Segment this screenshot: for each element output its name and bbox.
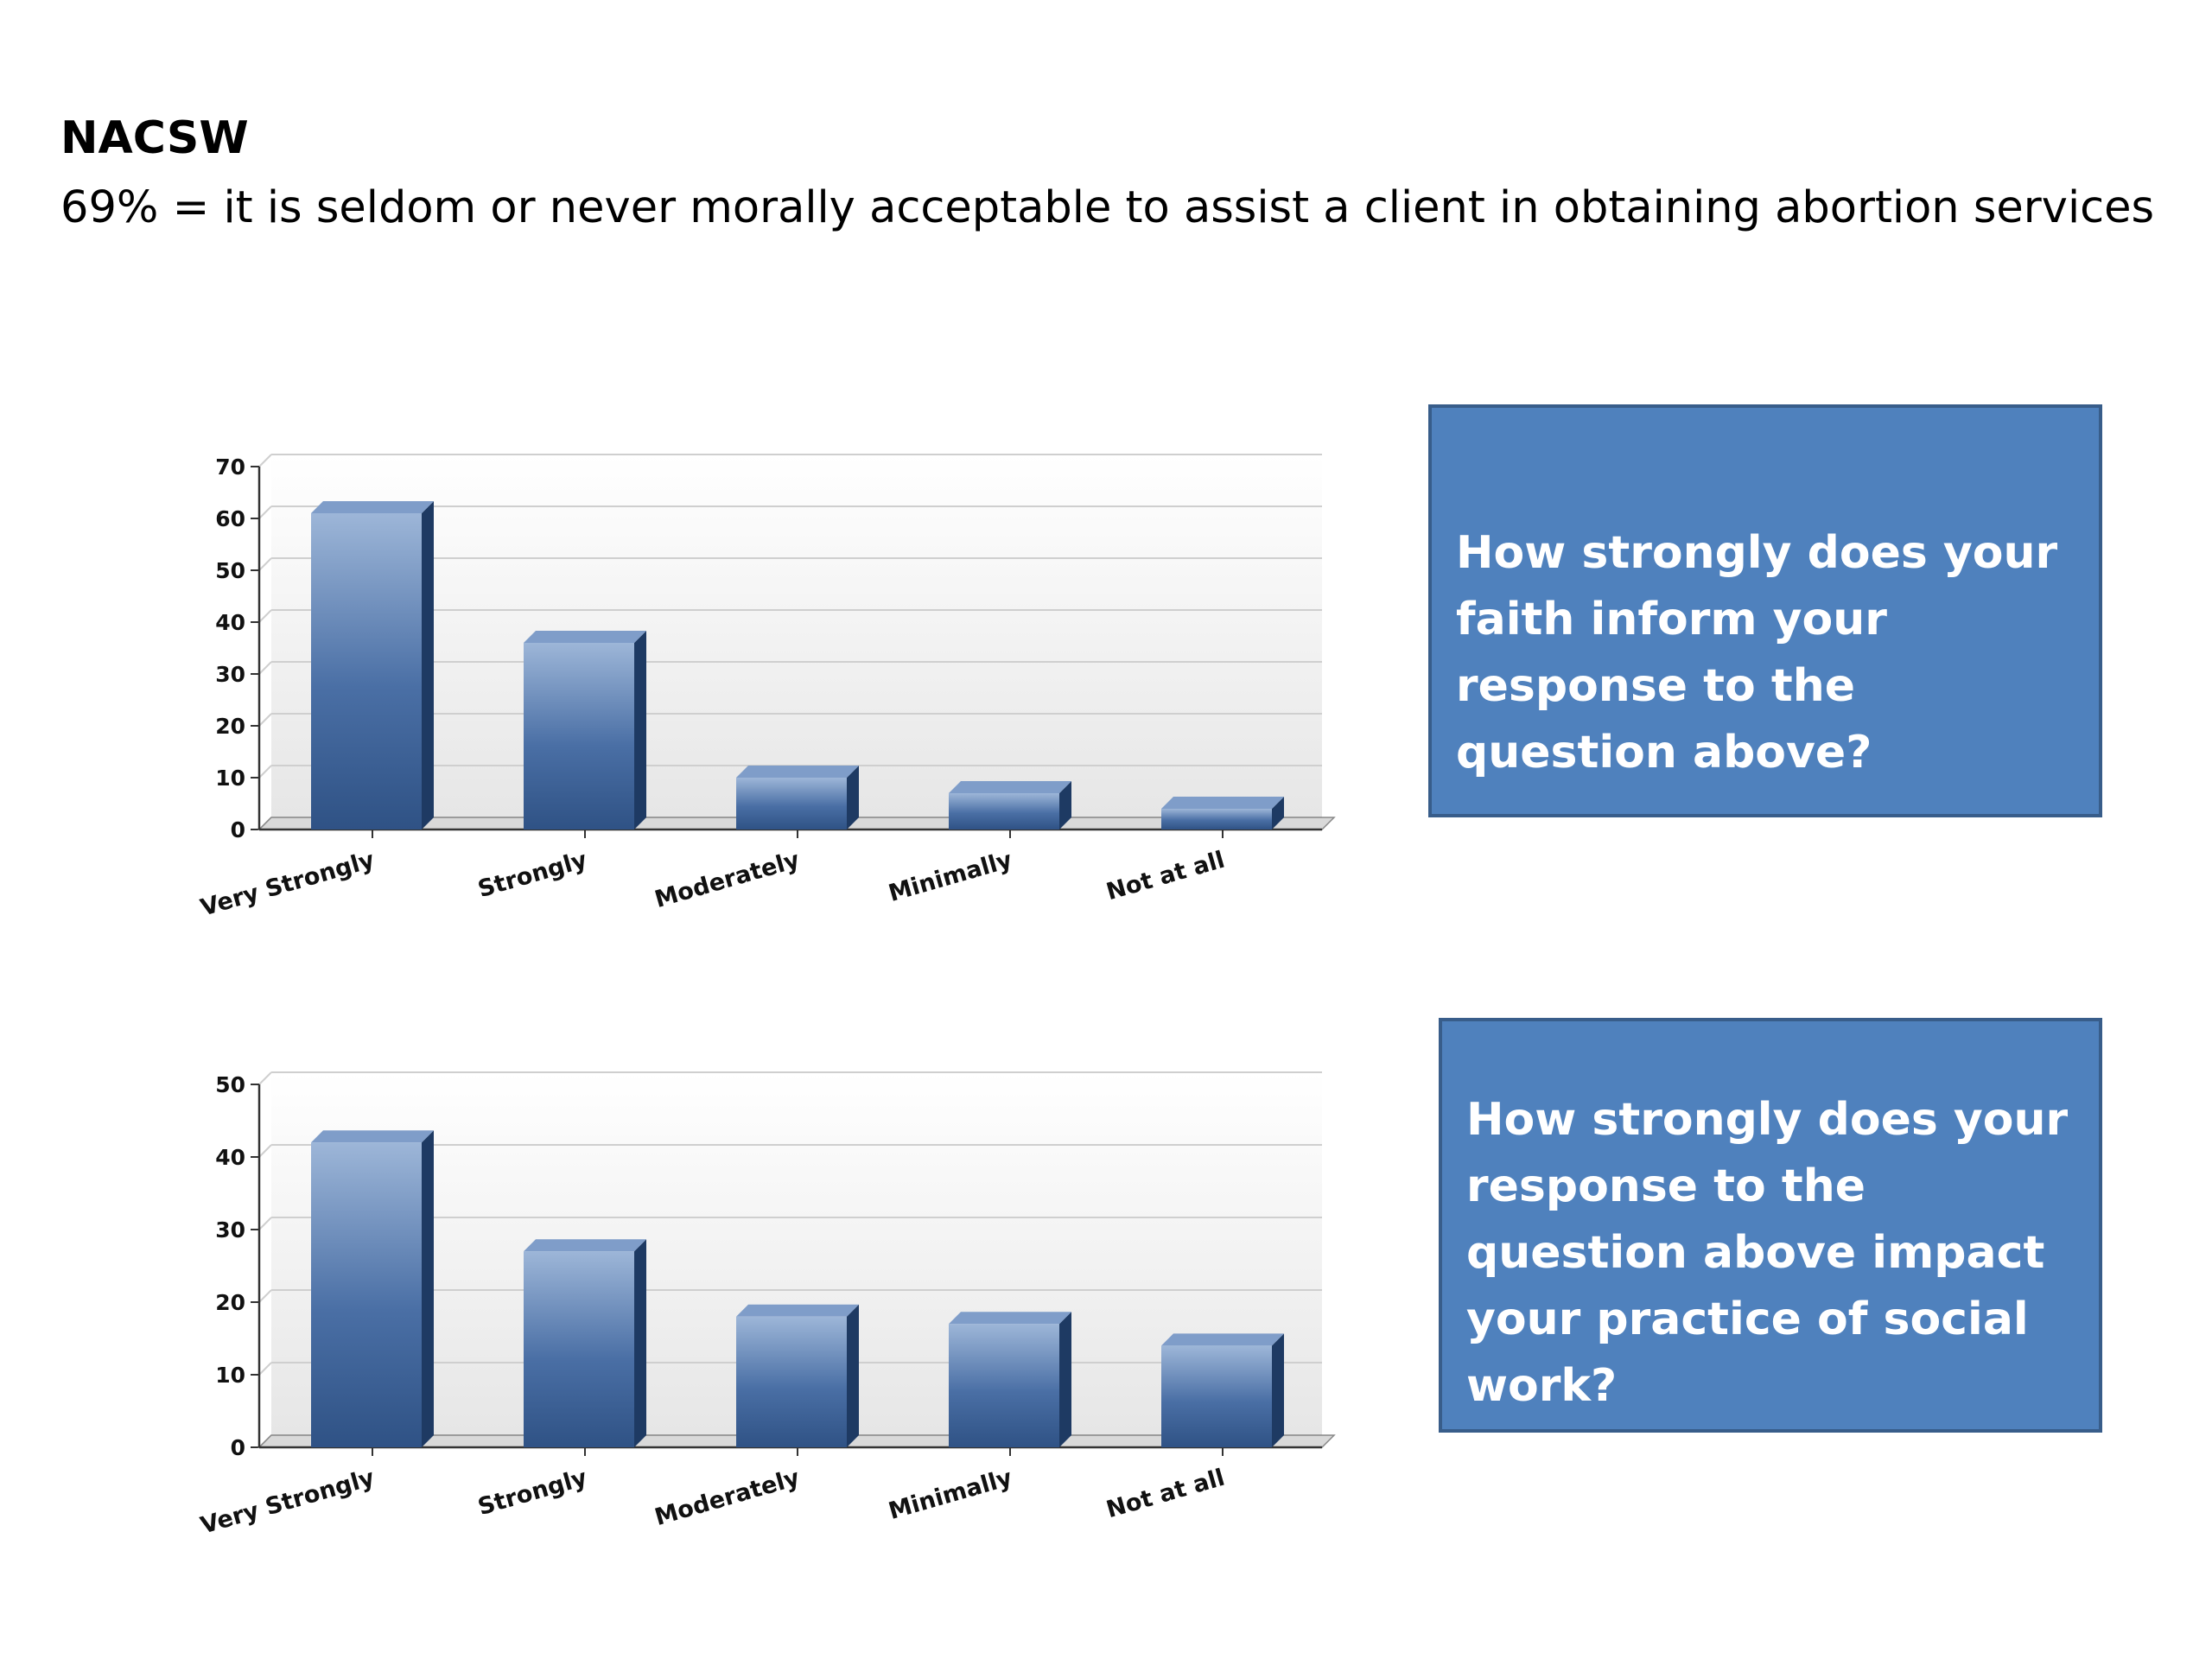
gridline-depth: [258, 1144, 272, 1158]
x-category-label: Not at all: [1103, 1465, 1228, 1524]
gridline-depth: [258, 1362, 272, 1376]
bar: [311, 501, 434, 830]
y-tick-label: 20: [215, 714, 245, 739]
bar: [736, 766, 859, 830]
bar: [311, 1130, 434, 1447]
y-tick-label: 0: [231, 1435, 245, 1460]
x-category-label: Moderately: [652, 847, 803, 914]
faith-inform-bar-chart: 0 10 20 30 40 50 60 70 Very Strongly Strongly Mode…: [198, 454, 1336, 922]
x-category-label: Very Strongly: [198, 847, 378, 922]
plot-background: [271, 454, 1322, 817]
y-tick-label: 60: [215, 506, 245, 531]
gridline-depth: [258, 557, 272, 571]
x-category-label: Very Strongly: [198, 1465, 378, 1540]
y-tick-label: 20: [215, 1290, 245, 1315]
gridline-depth: [258, 609, 272, 623]
bar: [524, 1239, 646, 1447]
page-subtitle: 69% = it is seldom or never morally acce…: [60, 182, 2155, 233]
bar: [524, 631, 646, 830]
gridline-depth: [258, 505, 272, 519]
y-tick-label: 0: [231, 817, 245, 842]
question-text-faith: How strongly does your faith inform your…: [1456, 527, 2058, 779]
x-category-label: Strongly: [475, 1465, 591, 1522]
x-category-label: Minimally: [886, 847, 1015, 907]
gridline-depth: [258, 1289, 272, 1303]
bar: [1161, 1333, 1284, 1447]
y-tick-label: 50: [215, 558, 245, 583]
gridline-depth: [258, 1071, 272, 1085]
y-tick-label: 10: [215, 1363, 245, 1388]
gridline-depth: [258, 713, 272, 727]
y-tick-label: 50: [215, 1072, 245, 1097]
y-tick-label: 40: [215, 1145, 245, 1170]
gridline-depth: [258, 661, 272, 675]
question-box-faith: How strongly does your faith inform your…: [1428, 404, 2102, 817]
bar: [736, 1304, 859, 1447]
bar: [949, 781, 1071, 830]
question-box-practice: How strongly does your response to the q…: [1439, 1018, 2102, 1433]
practice-impact-bar-chart: 0 10 20 30 40 50 Very Strongly Strongly Moderate…: [198, 1071, 1336, 1540]
x-category-label: Moderately: [652, 1465, 803, 1532]
gridline-depth: [258, 454, 272, 467]
bar: [1161, 797, 1284, 830]
y-tick-label: 30: [215, 1217, 245, 1243]
x-category-label: Not at all: [1103, 847, 1228, 906]
y-tick-label: 70: [215, 454, 245, 480]
y-tick-label: 10: [215, 766, 245, 791]
page-title: NACSW: [60, 112, 249, 164]
bar: [949, 1312, 1071, 1447]
y-tick-label: 40: [215, 610, 245, 635]
question-text-practice: How strongly does your response to the q…: [1466, 1094, 2069, 1412]
gridline-depth: [258, 765, 272, 779]
x-category-label: Strongly: [475, 847, 591, 904]
y-tick-label: 30: [215, 662, 245, 687]
gridline-depth: [258, 1217, 272, 1230]
x-category-label: Minimally: [886, 1465, 1015, 1525]
